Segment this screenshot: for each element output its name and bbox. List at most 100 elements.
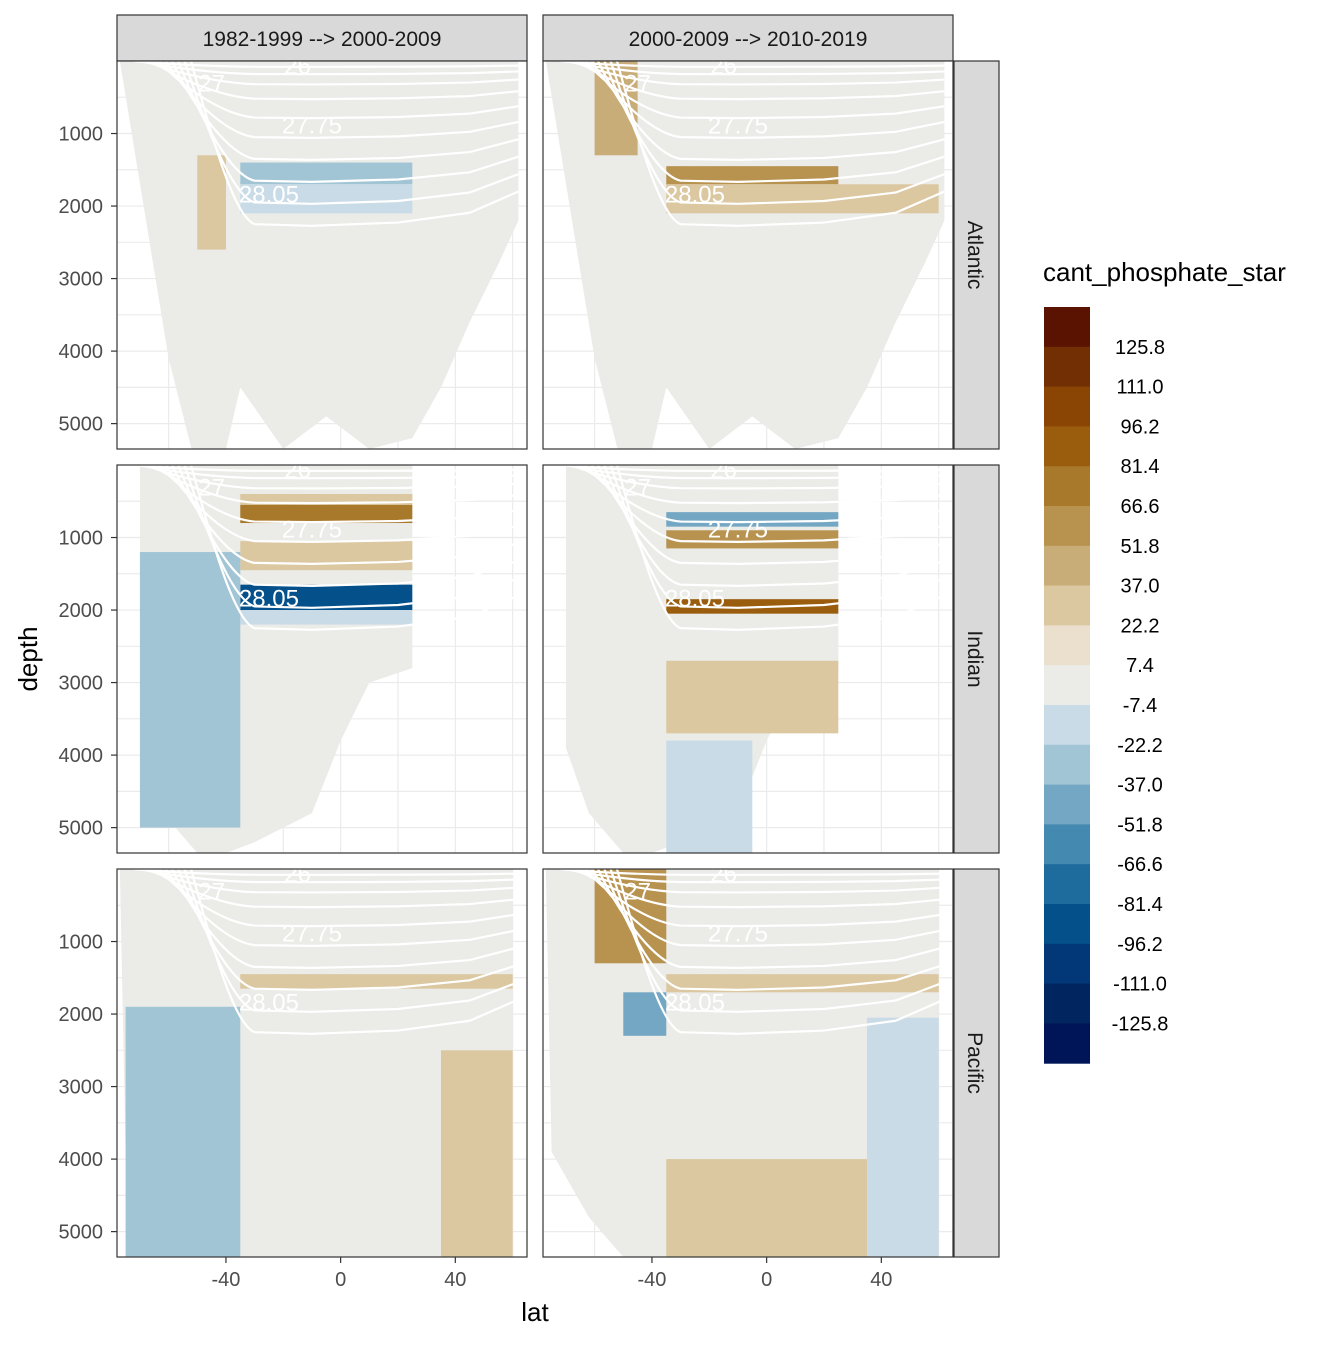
row-strip-indian (953, 464, 1000, 854)
value-band-2 (240, 184, 413, 214)
legend-swatch (1044, 625, 1090, 666)
contour-line (590, 465, 945, 544)
contour-line (177, 61, 519, 183)
contour-label-28-05: 28.05 (665, 989, 725, 1016)
y-tick-label: 3000 (59, 269, 104, 291)
panel-field: 26 27 27.75 28.05 (560, 457, 945, 853)
y-tick-label: 4000 (59, 341, 104, 363)
legend-swatch (1044, 307, 1090, 348)
legend-swatch (1044, 864, 1090, 905)
contour-label-27: 27 (624, 878, 651, 905)
contour-line (609, 465, 945, 609)
contour-label-27-75: 27.75 (708, 517, 768, 544)
value-band-2 (125, 1006, 241, 1257)
value-band-1 (240, 974, 513, 989)
value-band-2 (623, 992, 667, 1036)
legend-label: -51.8 (1117, 814, 1163, 836)
legend-label: -81.4 (1117, 894, 1163, 916)
y-axis-title: depth (13, 626, 43, 691)
contour-line (158, 61, 519, 120)
panel-field: 26 27 27.75 28.05 (545, 869, 945, 1257)
value-band-5 (240, 610, 413, 625)
contour-line (183, 61, 519, 205)
legend-label: 37.0 (1121, 576, 1160, 598)
legend-swatch (1044, 506, 1090, 547)
value-band-1 (666, 512, 839, 527)
contour-label-26: 26 (710, 53, 737, 80)
value-band-2 (666, 530, 839, 549)
legend-swatch (1044, 784, 1090, 825)
row-strips: Atlantic Indian Pacific (953, 60, 1000, 1258)
legend-label: -66.6 (1117, 854, 1163, 876)
contour-line (189, 61, 519, 227)
contour-label-27: 27 (198, 878, 225, 905)
panel-field: 26 27 27.75 28.05 (134, 457, 519, 853)
y-axis-ticks: 1000 2000 3000 4000 5000 1000 2000 3000 4000 5000… (59, 124, 117, 1244)
y-tick-label: 3000 (59, 673, 104, 695)
y-tick-label: 1000 (59, 932, 104, 954)
contour-line (603, 465, 945, 587)
column-strips: 1982-1999 --> 2000-2009 2000-2009 --> 20… (116, 14, 954, 62)
contour-label-28-05: 28.05 (239, 989, 299, 1016)
legend-label: -7.4 (1123, 695, 1157, 717)
contour-line (164, 61, 519, 140)
y-tick-label: 2000 (59, 600, 104, 622)
legend-label: 111.0 (1116, 377, 1163, 399)
contour-line (597, 465, 945, 565)
legend-swatch (1044, 585, 1090, 626)
legend-label: -111.0 (1113, 974, 1167, 996)
panel-pacific-2: 26 27 27.75 28.05 (542, 868, 954, 1258)
contour-line (164, 869, 519, 948)
panel-indian-2: 26 27 27.75 28.05 (542, 457, 954, 854)
legend-swatch (1044, 346, 1090, 388)
panels: 26 27 27.75 28.05 26 27 27.75 28.05 26 27 27.75 28.… (116, 53, 954, 1258)
density-contours (134, 61, 519, 227)
contour-line (578, 465, 945, 505)
value-band-3 (666, 974, 939, 993)
x-tick-label: 40 (444, 1269, 466, 1291)
density-contours (560, 465, 945, 631)
panel-field: 26 27 27.75 28.05 (119, 869, 519, 1257)
contour-line (158, 869, 519, 928)
contour-line (152, 869, 519, 909)
panel-field: 26 27 27.75 28.05 (545, 53, 945, 449)
contour-label-26: 26 (710, 457, 737, 484)
contour-line (152, 465, 519, 505)
contour-line (158, 465, 519, 524)
panel-border (542, 464, 954, 854)
row-strip-pacific-label: Pacific (963, 1032, 986, 1094)
value-band-5 (666, 740, 753, 853)
value-band-1 (240, 494, 413, 505)
value-band-4 (666, 660, 839, 734)
contour-line (183, 465, 519, 609)
legend-label: 96.2 (1121, 416, 1160, 438)
panel-border (116, 464, 528, 854)
x-tick-label: 0 (335, 1269, 346, 1291)
contour-label-26: 26 (284, 457, 311, 484)
row-strip-indian-label: Indian (963, 630, 986, 687)
y-tick-label: 5000 (59, 818, 104, 840)
panel-atlantic-1: 26 27 27.75 28.05 (116, 60, 528, 450)
legend-label: -37.0 (1117, 775, 1163, 797)
panel-border (116, 868, 528, 1258)
panel-indian-1: 26 27 27.75 28.05 (116, 457, 528, 854)
contour-line (578, 869, 945, 909)
legend-label: -125.8 (1112, 1013, 1169, 1035)
legend-label: 22.2 (1121, 615, 1160, 637)
density-contours (560, 61, 945, 227)
contour-label-28-05: 28.05 (665, 585, 725, 612)
y-tick-label: 4000 (59, 745, 104, 767)
contour-line (189, 869, 519, 1035)
contour-line (615, 465, 945, 631)
panel-atlantic-2: 26 27 27.75 28.05 (542, 53, 954, 450)
legend-swatch (1044, 824, 1090, 865)
contour-label-27-75: 27.75 (282, 113, 342, 140)
contour-line (597, 869, 945, 969)
row-strip-atlantic (953, 60, 1000, 450)
y-tick-label: 4000 (59, 1149, 104, 1171)
y-tick-label: 2000 (59, 196, 104, 218)
column-strip-2 (542, 14, 954, 62)
value-band-6 (139, 552, 241, 828)
legend-swatch (1044, 744, 1090, 786)
contour-label-27-75: 27.75 (708, 921, 768, 948)
